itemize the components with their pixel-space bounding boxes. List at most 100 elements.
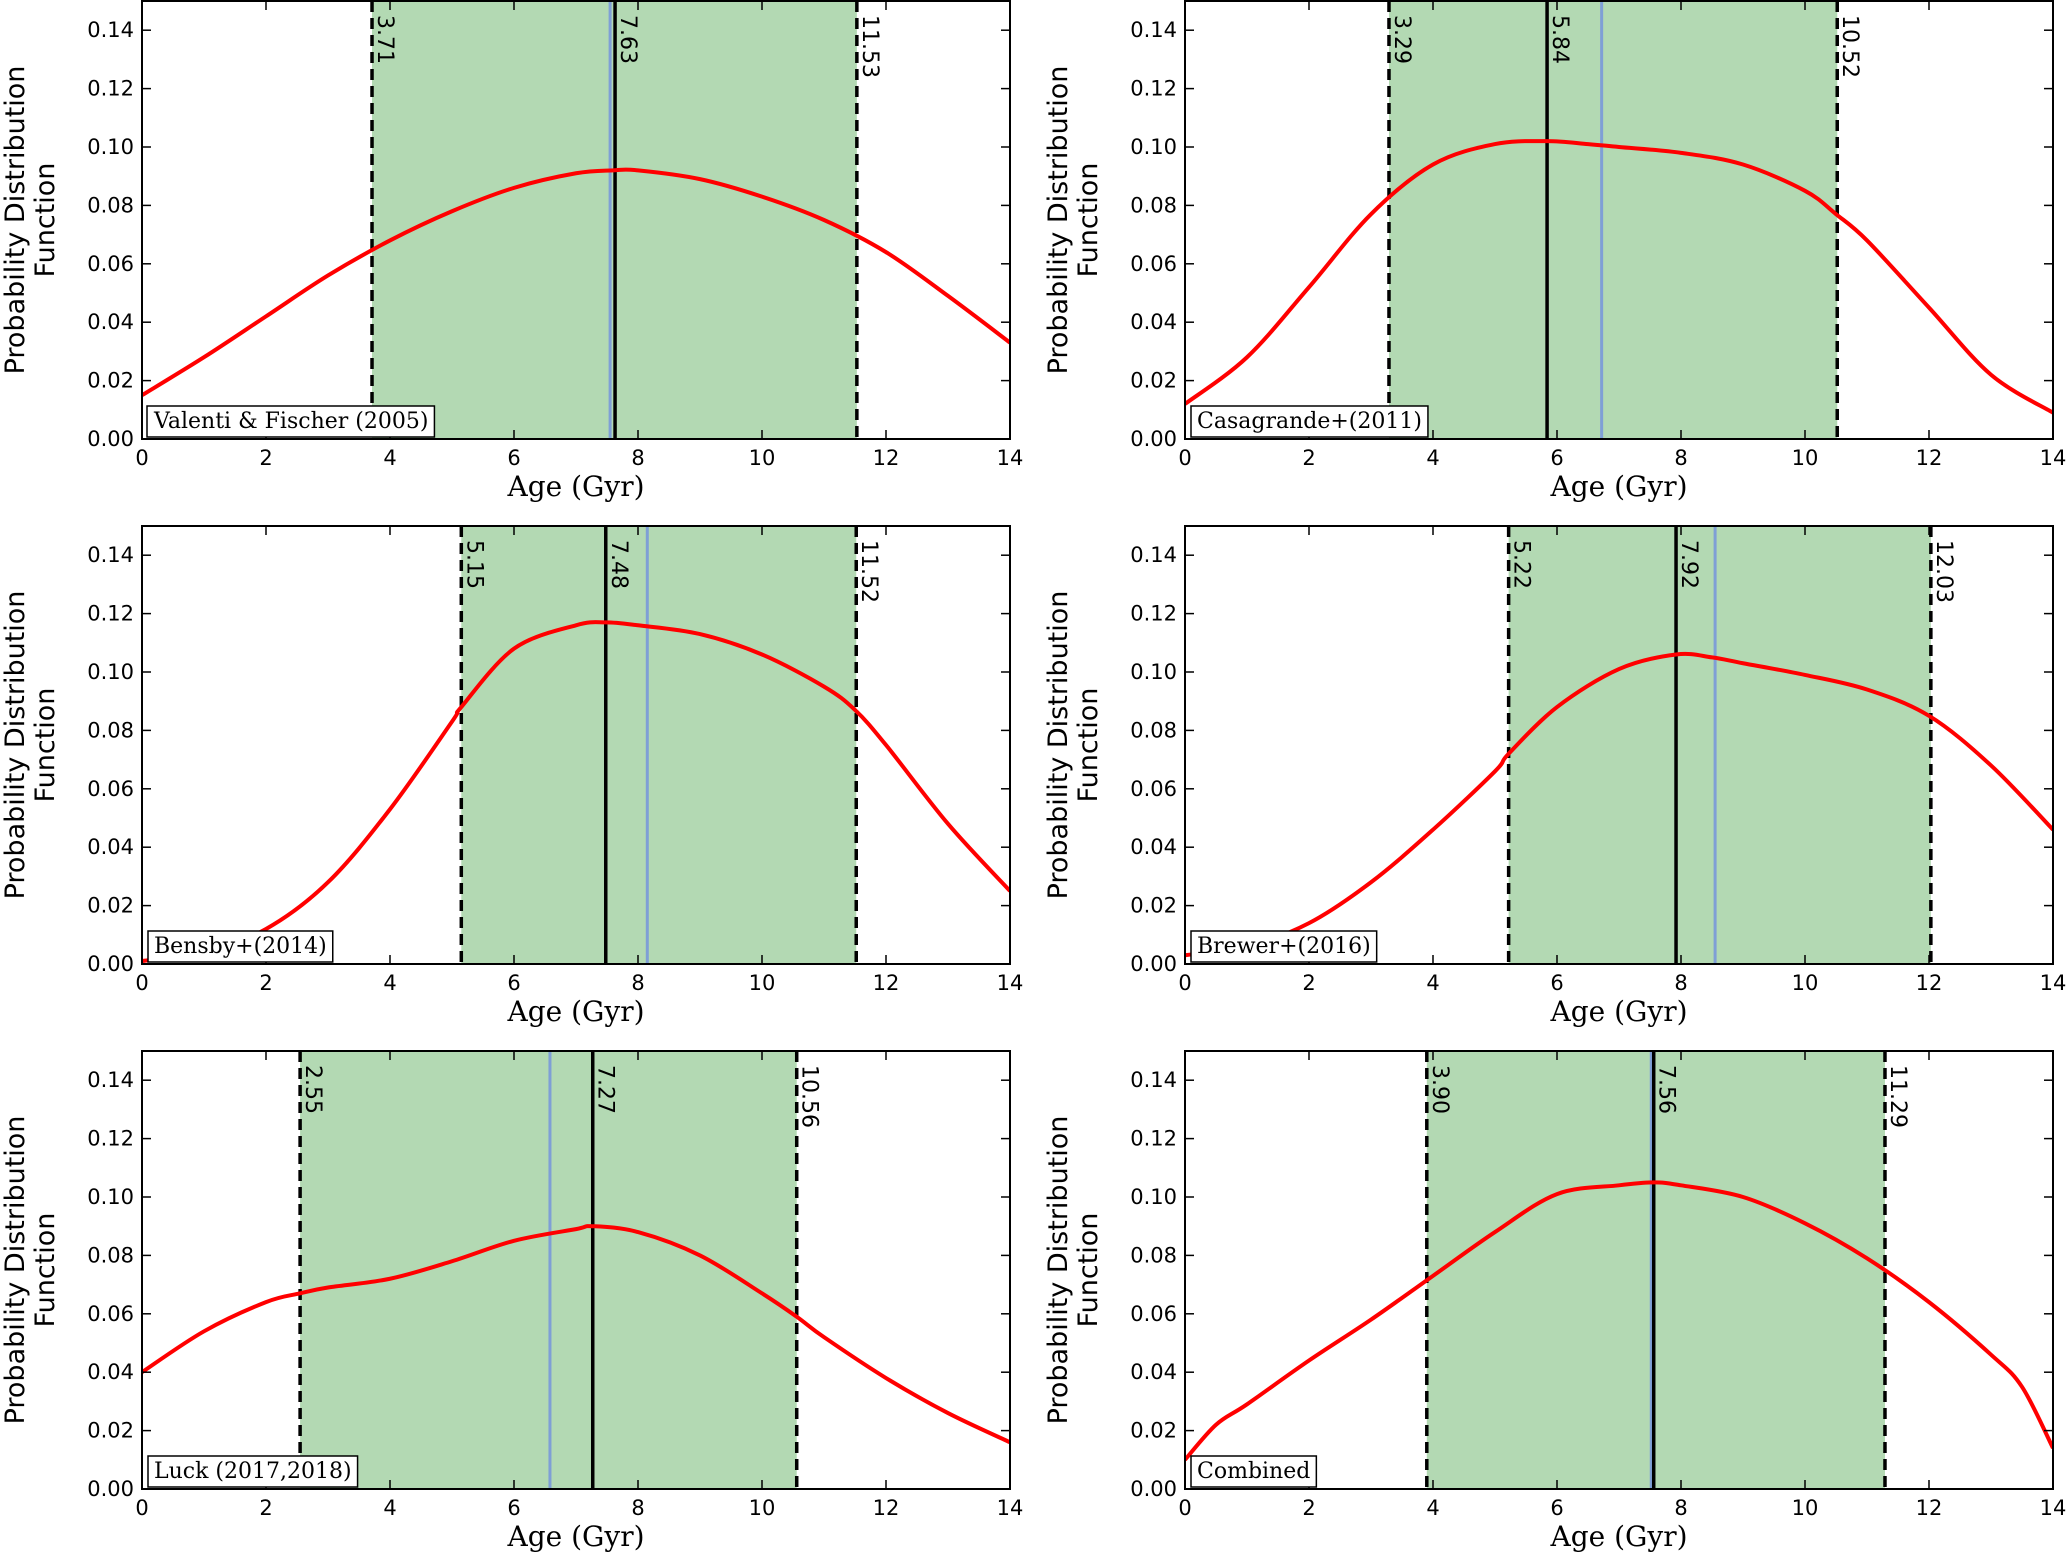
lower-value-label: 3.29 (1389, 15, 1414, 64)
y-tick-label: 0.02 (87, 369, 134, 393)
y-tick-label: 0.00 (87, 427, 134, 451)
x-tick-label: 2 (259, 971, 272, 995)
x-tick-label: 4 (1426, 971, 1439, 995)
credible-interval-band (1426, 1051, 1885, 1489)
dataset-label-box (1190, 405, 1429, 438)
x-tick-label: 14 (2040, 1496, 2067, 1520)
dataset-label: Brewer+(2016) (1197, 934, 1371, 959)
median-value-label: 5.84 (1547, 15, 1572, 64)
y-tick-label: 0.04 (87, 310, 134, 334)
x-tick-label: 0 (135, 971, 148, 995)
x-tick-label: 12 (873, 971, 900, 995)
x-tick-label: 10 (749, 446, 776, 470)
y-tick-label: 0.04 (1130, 310, 1177, 334)
dataset-label: Combined (1197, 1459, 1310, 1484)
y-tick-label: 0.14 (87, 543, 134, 567)
y-tick-label: 0.10 (87, 135, 134, 159)
y-tick-label: 0.06 (1130, 252, 1177, 276)
lower-value-label: 5.22 (1509, 540, 1534, 589)
median-value-label: 7.27 (593, 1065, 618, 1114)
dataset-label-box (1190, 930, 1378, 963)
x-tick-label: 10 (1792, 971, 1819, 995)
x-axis-label: Age (Gyr) (506, 470, 644, 503)
panel-2: 3.29 5.84 10.52 0 2 4 6 8 10 12 14 0.00 0.02 0.04 0.06… (1043, 0, 2067, 503)
upper-value-label: 11.52 (856, 540, 881, 603)
x-axis-label: Age (Gyr) (1549, 995, 1687, 1028)
pdf-curve (1185, 1180, 2053, 1462)
y-tick-label: 0.10 (87, 1185, 134, 1209)
panel-3: 5.15 7.48 11.52 0 2 4 6 8 10 12 14 0.00 0.02 0.04 0.06… (0, 525, 1024, 1028)
upper-value-label: 10.56 (797, 1065, 822, 1128)
x-tick-label: 14 (997, 971, 1024, 995)
x-tick-label: 6 (507, 971, 520, 995)
median-value-label: 7.92 (1676, 540, 1701, 589)
y-tick-label: 0.04 (1130, 835, 1177, 859)
plot-frame (1184, 1050, 2054, 1490)
panel-4: 5.22 7.92 12.03 0 2 4 6 8 10 12 14 0.00 0.02 0.04 0.06… (1043, 525, 2066, 1028)
y-tick-label: 0.06 (87, 1302, 134, 1326)
y-tick-label: 0.00 (87, 952, 134, 976)
x-tick-label: 12 (1916, 446, 1943, 470)
x-tick-label: 12 (1916, 971, 1943, 995)
y-tick-label: 0.14 (87, 18, 134, 42)
y-tick-label: 0.02 (1130, 1419, 1177, 1443)
x-tick-label: 0 (1178, 971, 1191, 995)
x-tick-label: 6 (1550, 971, 1563, 995)
y-axis-label-line1: Probability Distribution (1043, 66, 1074, 375)
y-axis-label-line1: Probability Distribution (1043, 591, 1074, 900)
y-tick-label: 0.04 (87, 835, 134, 859)
x-tick-label: 4 (383, 446, 396, 470)
x-tick-label: 2 (1302, 1496, 1315, 1520)
dataset-label-box (1190, 1455, 1318, 1488)
x-tick-label: 8 (631, 971, 644, 995)
y-tick-label: 0.00 (1130, 1477, 1177, 1501)
dataset-label: Casagrande+(2011) (1197, 409, 1422, 434)
x-tick-label: 14 (2040, 446, 2067, 470)
x-tick-label: 0 (1178, 446, 1191, 470)
y-tick-label: 0.14 (87, 1068, 134, 1092)
x-tick-label: 8 (1674, 971, 1687, 995)
y-axis-label-line1: Probability Distribution (0, 591, 31, 900)
upper-value-label: 12.03 (1931, 540, 1956, 603)
x-tick-label: 0 (135, 446, 148, 470)
x-tick-label: 4 (1426, 446, 1439, 470)
y-axis-label-line2: Function (30, 1213, 61, 1328)
median-value-label: 7.48 (606, 540, 631, 589)
y-tick-label: 0.02 (1130, 369, 1177, 393)
plot-frame (1184, 0, 2054, 440)
plot-frame (1184, 525, 2054, 965)
median-value-label: 7.63 (615, 15, 640, 64)
x-tick-label: 2 (259, 1496, 272, 1520)
x-tick-label: 10 (1792, 1496, 1819, 1520)
y-axis-label-line1: Probability Distribution (1043, 1116, 1074, 1425)
y-tick-label: 0.08 (1130, 193, 1177, 217)
x-tick-label: 12 (873, 1496, 900, 1520)
dataset-label: Luck (2017,2018) (154, 1459, 352, 1484)
x-tick-label: 10 (749, 1496, 776, 1520)
panel-6: 3.90 7.56 11.29 0 2 4 6 8 10 12 14 0.00 0.02 0.04 0.06… (1043, 1050, 2067, 1553)
y-tick-label: 0.04 (1130, 1360, 1177, 1384)
y-tick-label: 0.08 (1130, 718, 1177, 742)
y-axis-label-line2: Function (1073, 1213, 1104, 1328)
y-tick-label: 0.12 (1130, 77, 1177, 101)
plot-frame (141, 525, 1011, 965)
y-tick-label: 0.06 (87, 252, 134, 276)
y-tick-label: 0.02 (1130, 894, 1177, 918)
x-tick-label: 2 (1302, 971, 1315, 995)
upper-value-label: 11.29 (1885, 1065, 1910, 1128)
x-axis-label: Age (Gyr) (506, 995, 644, 1028)
x-axis-label: Age (Gyr) (1549, 1520, 1687, 1553)
lower-value-label: 5.15 (461, 540, 486, 589)
upper-value-label: 10.52 (1837, 15, 1862, 78)
x-tick-label: 8 (631, 1496, 644, 1520)
dataset-label: Valenti & Fischer (2005) (153, 409, 428, 434)
x-tick-label: 0 (1178, 1496, 1191, 1520)
x-tick-label: 12 (1916, 1496, 1943, 1520)
x-tick-label: 14 (997, 1496, 1024, 1520)
pdf-curve (142, 167, 1010, 397)
x-tick-label: 4 (383, 1496, 396, 1520)
x-tick-label: 4 (1426, 1496, 1439, 1520)
y-axis-label-line2: Function (1073, 163, 1104, 278)
credible-interval-band (300, 1051, 797, 1489)
